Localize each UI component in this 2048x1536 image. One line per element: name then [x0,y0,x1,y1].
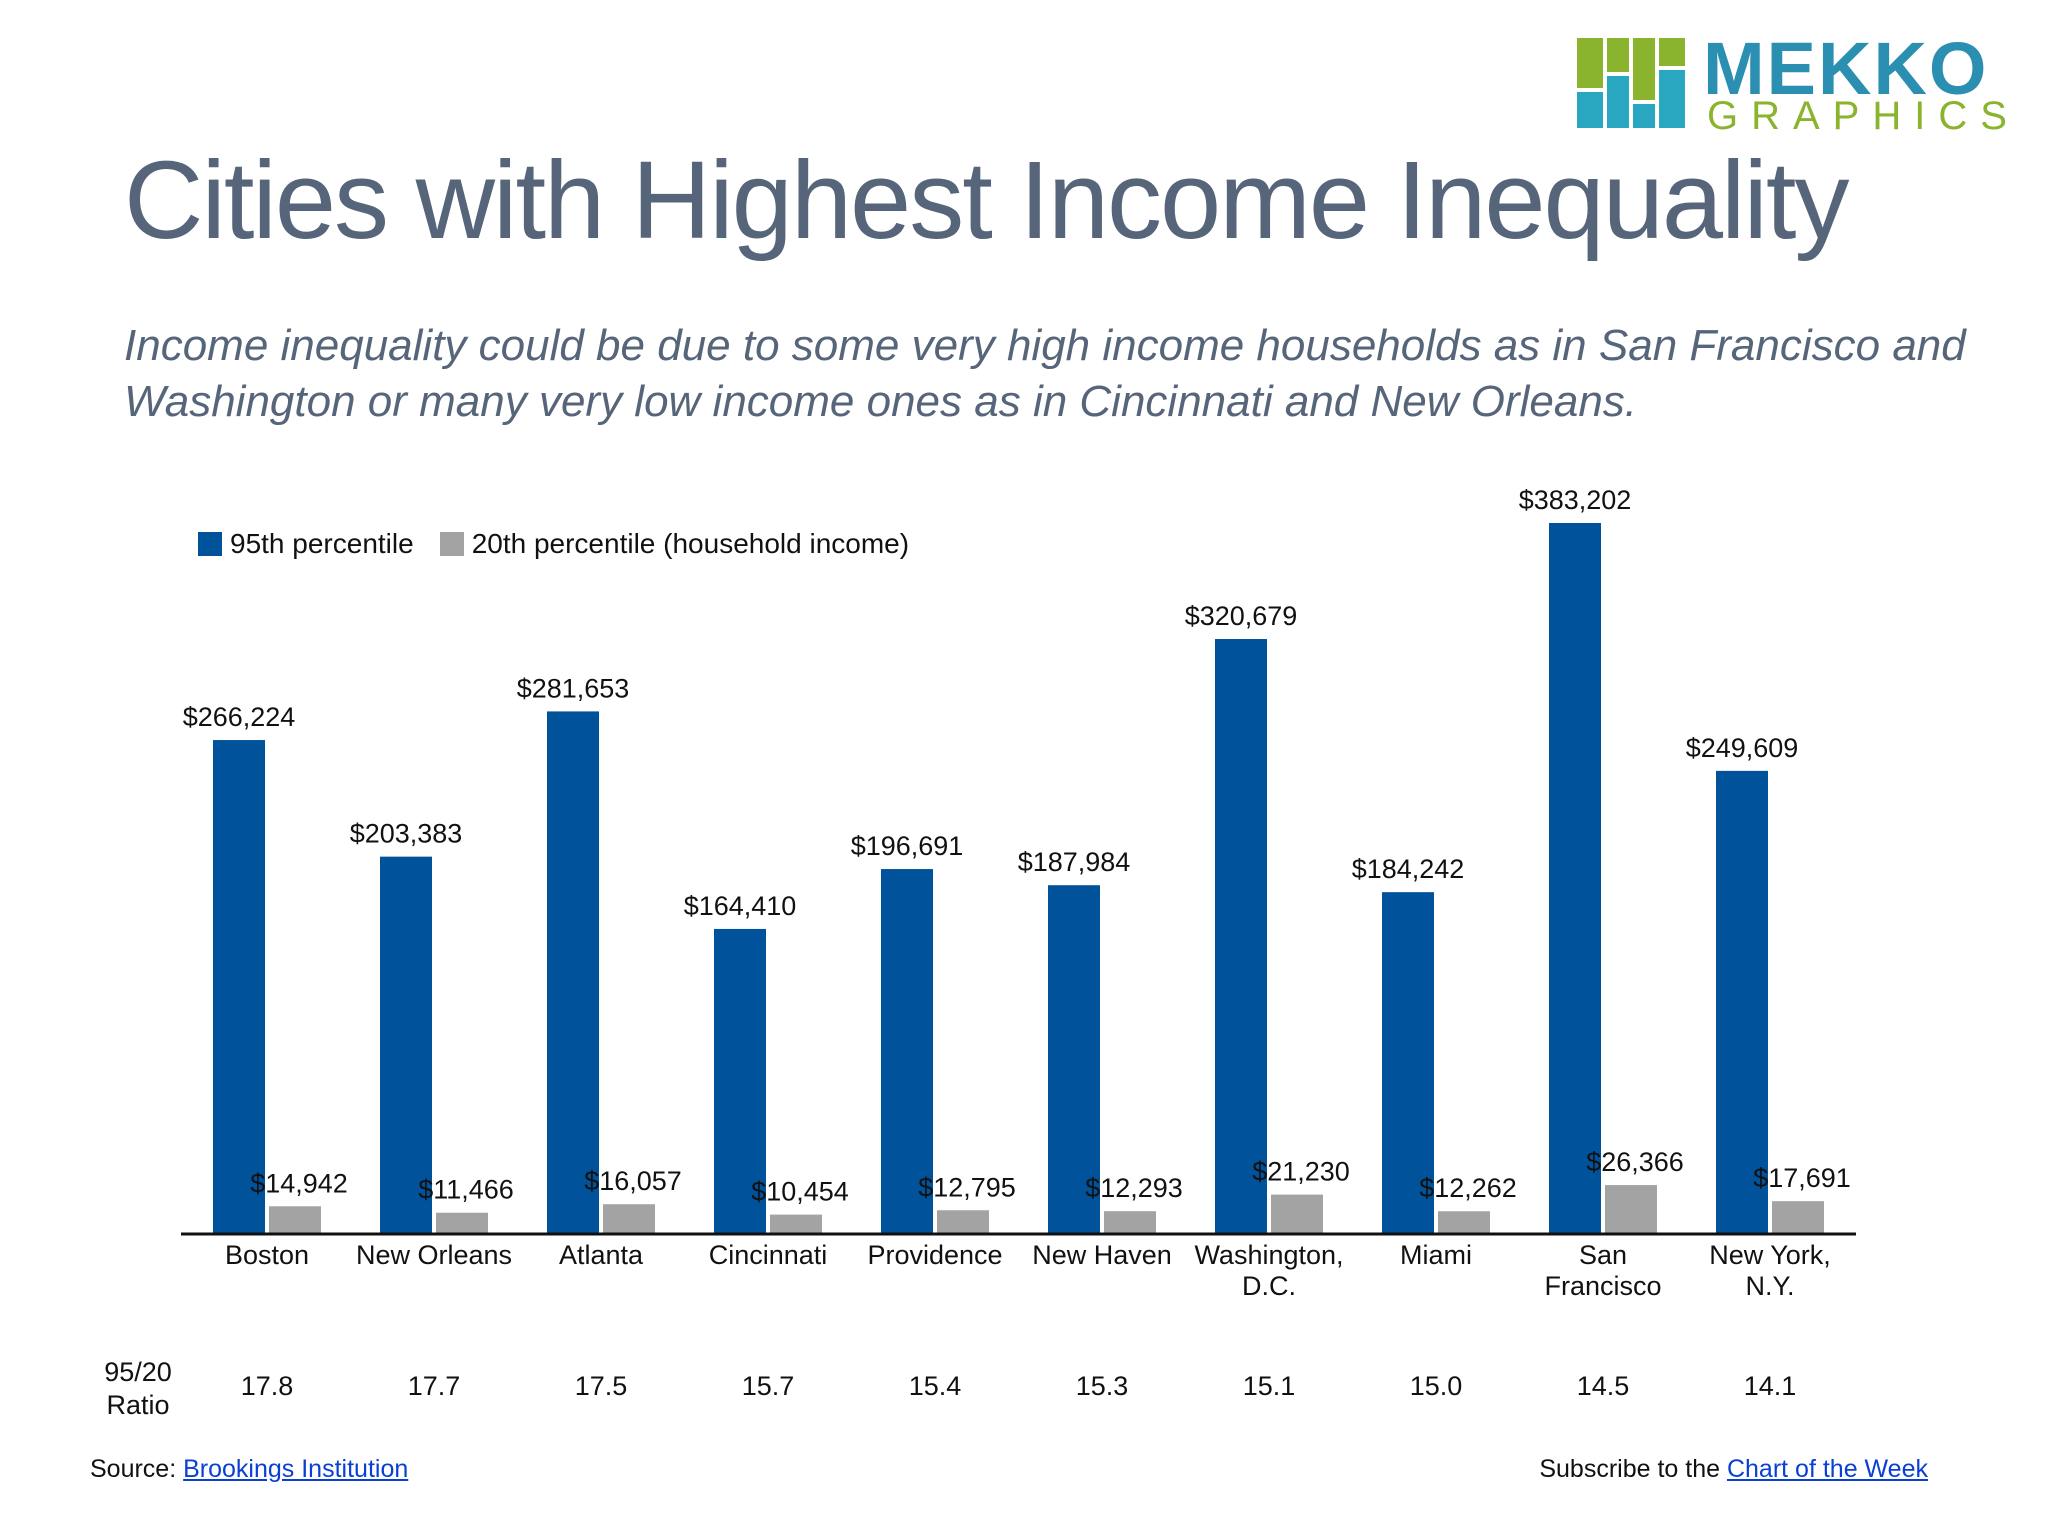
x-tick-label: New Haven [1032,1240,1172,1270]
ratio-value: 17.7 [408,1371,461,1401]
data-label-95th: $249,609 [1686,733,1799,763]
ratio-row-label: 95/20 [104,1357,172,1387]
bar-95th [380,856,432,1234]
bar-20th [1104,1211,1156,1234]
data-label-20th: $11,466 [418,1175,514,1205]
page-title: Cities with Highest Income Inequality [124,139,1849,262]
data-label-20th: $10,454 [751,1177,849,1207]
ratio-value: 15.4 [909,1371,962,1401]
bar-95th [1382,892,1434,1234]
data-label-95th: $281,653 [517,673,630,703]
legend-label-95th: 95th percentile [230,528,414,559]
data-label-20th: $12,795 [918,1172,1016,1202]
ratio-value: 17.8 [241,1371,294,1401]
ratio-value: 15.3 [1076,1371,1129,1401]
data-label-95th: $320,679 [1185,601,1298,631]
data-label-20th: $17,691 [1753,1163,1851,1193]
bar-20th [269,1206,321,1234]
chart-legend: 95th percentile 20th percentile (househo… [198,528,935,560]
legend-swatch-20th [439,532,464,556]
source-link[interactable]: Brookings Institution [183,1455,409,1483]
legend-item-20th: 20th percentile (household income) [439,528,910,560]
logo-wordmark: MEKKO [1703,27,1989,110]
data-label-20th: $12,262 [1419,1173,1517,1203]
ratio-value: 14.1 [1744,1371,1797,1401]
data-label-95th: $187,984 [1018,847,1131,877]
bar-95th [881,869,933,1234]
x-tick-label: San [1579,1240,1627,1270]
source-prefix: Source: [90,1455,177,1483]
x-tick-label: Francisco [1544,1271,1661,1301]
bar-95th [1716,770,1768,1234]
data-label-95th: $203,383 [350,819,463,849]
bar-20th [770,1214,822,1234]
data-label-95th: $164,410 [684,891,797,921]
bar-95th [1215,639,1267,1234]
bar-20th [937,1210,989,1234]
x-tick-label: Cincinnati [709,1240,828,1270]
legend-swatch-95th [198,532,222,556]
bar-95th [1048,885,1100,1234]
x-tick-label: Boston [225,1240,309,1270]
ratio-value: 15.0 [1410,1371,1463,1401]
bar-20th [1605,1185,1657,1234]
data-label-20th: $12,293 [1085,1173,1183,1203]
ratio-value: 17.5 [575,1371,628,1401]
x-tick-label: New Orleans [356,1240,512,1270]
data-label-95th: $266,224 [183,702,296,732]
page-subtitle: Income inequality could be due to some v… [124,321,1966,426]
x-tick-label: D.C. [1242,1271,1296,1301]
bar-95th [714,928,766,1234]
ratio-row-label: Ratio [106,1390,169,1420]
x-tick-label: Washington, [1194,1240,1343,1270]
bar-20th [603,1204,655,1234]
x-tick-label: N.Y. [1745,1271,1794,1301]
bar-20th [1772,1201,1824,1234]
x-tick-label: Atlanta [559,1240,644,1270]
data-label-20th: $14,942 [250,1168,348,1198]
logo-wordmark-sub: GRAPHICS [1707,94,2020,138]
bar-20th [1271,1194,1323,1234]
data-label-20th: $26,366 [1586,1147,1684,1177]
logo-mark-icon [1577,38,1685,128]
bar-95th [1549,523,1601,1234]
data-label-95th: $184,242 [1352,854,1465,884]
data-label-95th: $196,691 [851,831,964,861]
x-tick-label: Miami [1400,1240,1472,1270]
data-label-95th: $383,202 [1519,485,1632,515]
x-tick-label: New York, [1709,1240,1831,1270]
source-note: Source: Brookings Institution [90,1455,408,1484]
ratio-value: 14.5 [1577,1371,1630,1401]
ratio-value: 15.1 [1243,1371,1296,1401]
bar-20th [436,1212,488,1234]
bar-95th [213,740,265,1234]
legend-item-95th: 95th percentile [198,528,414,560]
subscribe-link[interactable]: Chart of the Week [1726,1455,1928,1483]
x-tick-label: Providence [867,1240,1002,1270]
mekko-graphics-logo: MEKKO GRAPHICS [1577,32,2007,136]
bar-95th [547,711,599,1234]
subscribe-prefix: Subscribe to the [1539,1455,1721,1483]
ratio-value: 15.7 [742,1371,795,1401]
subscribe-note: Subscribe to the Chart of the Week [1539,1455,1928,1484]
data-label-20th: $21,230 [1252,1157,1350,1187]
legend-label-20th: 20th percentile (household income) [471,528,910,559]
bar-20th [1438,1211,1490,1234]
data-label-20th: $16,057 [584,1166,682,1196]
